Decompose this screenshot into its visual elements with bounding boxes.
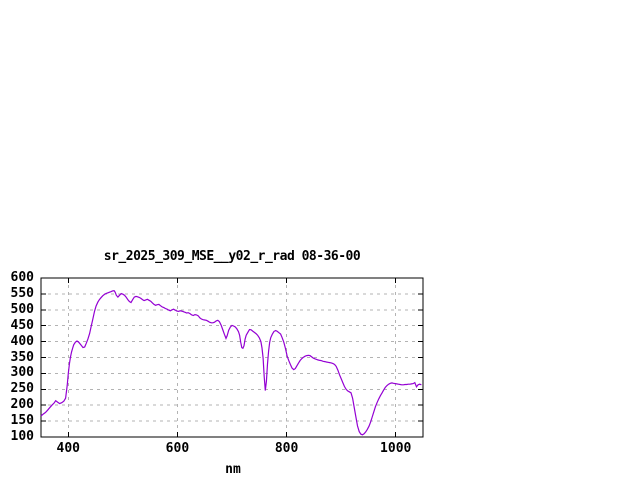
y-tick-label: 300: [10, 365, 34, 381]
y-tick-label: 450: [10, 317, 34, 333]
y-tick-label: 100: [10, 429, 34, 444]
y-tick-label: 550: [10, 285, 34, 301]
x-tick-label: 800: [274, 441, 299, 456]
y-tick-label: 150: [10, 413, 34, 429]
y-tick-label: 250: [10, 381, 34, 397]
x-tick-label: 600: [165, 441, 190, 456]
spectrum-trace: [40, 290, 422, 436]
y-tick-label: 500: [10, 301, 34, 317]
x-tick-label: 400: [56, 441, 81, 456]
x-tick-label: 1000: [380, 441, 412, 456]
y-tick-label: 400: [10, 333, 34, 349]
y-tick-label: 200: [10, 397, 34, 413]
chart-title: sr_2025_309_MSE__y02_r_rad 08-36-00: [103, 249, 361, 264]
y-tick-label: 600: [10, 270, 34, 285]
y-tick-label: 350: [10, 349, 34, 365]
x-axis-label: nm: [225, 462, 241, 477]
